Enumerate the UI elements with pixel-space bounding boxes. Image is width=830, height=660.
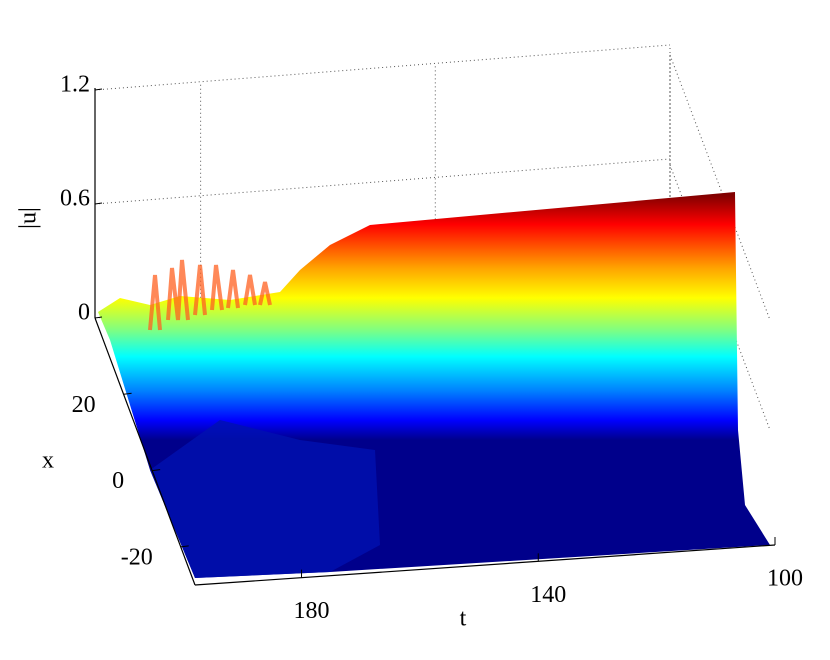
t-axis [194,544,776,586]
z-axis-label: |u| [16,207,42,229]
t-tick-label: 180 [294,598,330,624]
z-tick-label: 1.2 [60,72,90,98]
z-tick [94,88,103,91]
z-tick [94,202,103,205]
x-tick [152,469,161,472]
box-edge [669,164,771,431]
z-tick-label: 0 [78,300,90,326]
x-tick-label: 0 [112,468,124,494]
surface-ripples [150,420,380,578]
x-axis [94,317,196,586]
t-tick-label: 140 [530,582,566,608]
x-tick-label: 20 [72,392,96,418]
grid-line [94,158,671,205]
axes [94,88,776,586]
surface [98,192,770,578]
z-tick [94,316,103,319]
x-tick [180,545,189,548]
z-tick-label: 0.6 [60,186,90,212]
t-axis-label: t [460,606,467,632]
surface-oscillations [148,259,272,331]
x-axis-label: x [42,448,54,474]
grid-line [94,44,671,91]
x-tick [123,392,132,395]
box-edge [669,54,771,321]
t-tick-label: 100 [767,566,803,592]
x-tick-label: -20 [121,544,153,570]
